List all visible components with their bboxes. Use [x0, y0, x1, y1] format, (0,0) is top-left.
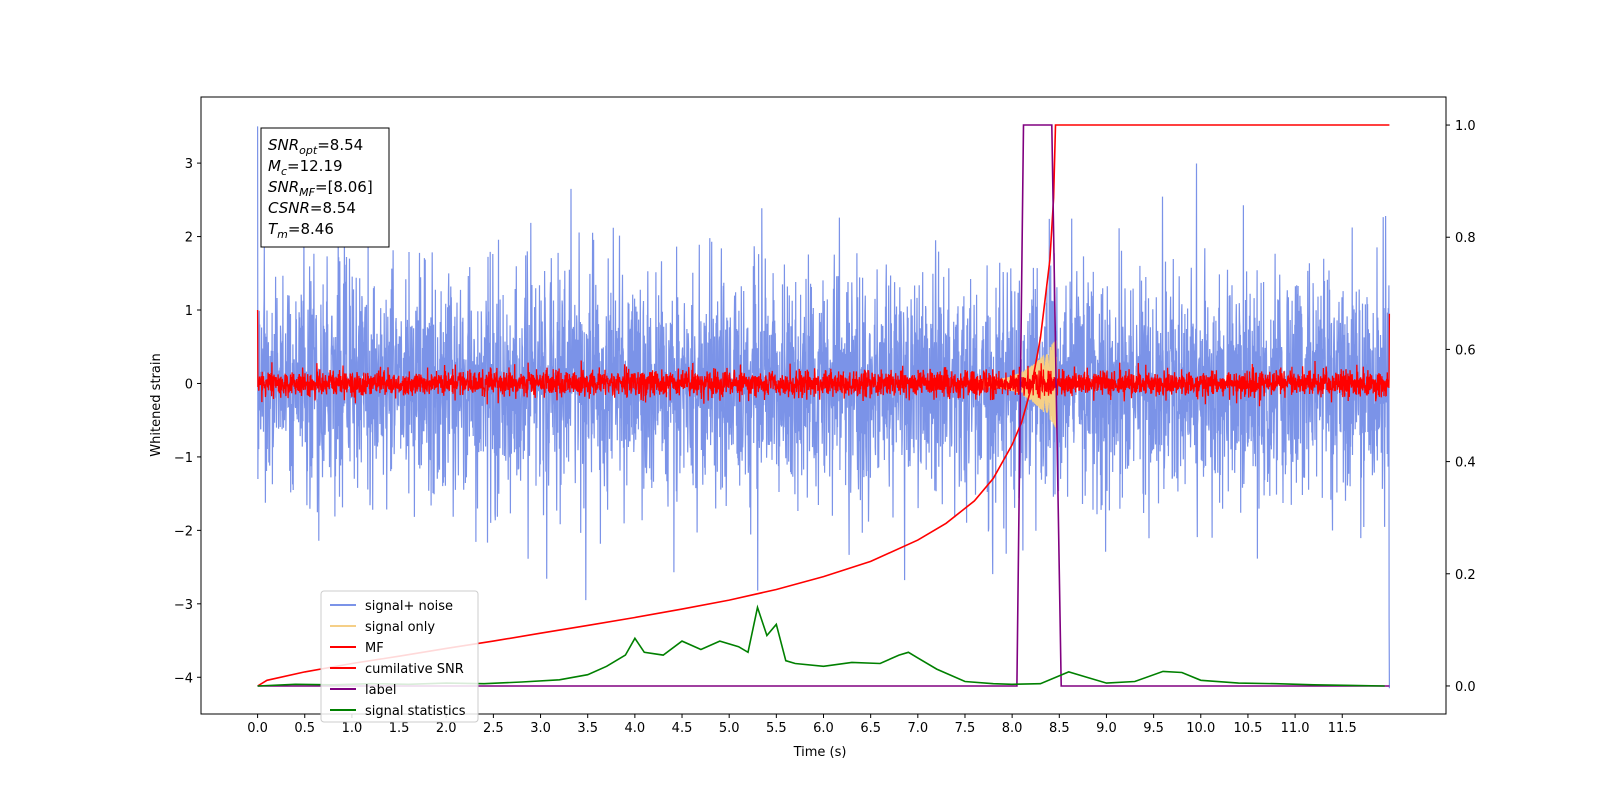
y-tick-label: −3 — [174, 598, 193, 613]
x-tick-label: 9.0 — [1096, 721, 1117, 736]
x-tick-label: 1.0 — [342, 721, 363, 736]
y2-tick-label: 0.6 — [1455, 343, 1476, 358]
legend-label-signal-only: signal only — [365, 620, 435, 635]
y-axis-label: Whitened strain — [149, 353, 164, 456]
x-tick-label: 2.0 — [436, 721, 457, 736]
y-tick-label: −1 — [174, 451, 193, 466]
y-tick-label: −2 — [174, 524, 193, 539]
x-tick-label: 4.5 — [672, 721, 693, 736]
x-tick-label: 0.5 — [294, 721, 315, 736]
x-tick-label: 1.5 — [389, 721, 410, 736]
y2-tick-label: 0.8 — [1455, 231, 1476, 246]
legend-label-signal-statistics: signal statistics — [365, 704, 466, 719]
x-tick-label: 3.0 — [530, 721, 551, 736]
legend: signal+ noise signal only MF cumilative SNR… — [320, 590, 479, 723]
x-tick-label: 11.0 — [1281, 721, 1310, 736]
x-tick-label: 10.0 — [1186, 721, 1215, 736]
x-tick-label: 7.0 — [907, 721, 928, 736]
x-tick-label: 6.0 — [813, 721, 834, 736]
series-label-line — [257, 124, 1390, 687]
x-axis-label: Time (s) — [793, 745, 847, 760]
y-tick-label: 1 — [185, 304, 193, 319]
legend-label-mf: MF — [365, 641, 384, 656]
y2-tick-label: 0.2 — [1455, 568, 1476, 583]
annotation-line: Tm=8.46 — [268, 220, 334, 241]
y2-tick-label: 1.0 — [1455, 119, 1476, 134]
annotation-line: SNRMF=[8.06] — [268, 178, 373, 199]
y2-axis: 1.0 0.8 0.6 0.4 0.2 0.0 — [1446, 119, 1476, 695]
y2-tick-label: 0.4 — [1455, 456, 1476, 471]
y-tick-label: 3 — [185, 157, 193, 172]
y-tick-label: 0 — [185, 377, 193, 392]
x-tick-label: 2.5 — [483, 721, 504, 736]
y-tick-label: 2 — [185, 231, 193, 246]
y-axis: 3 2 1 0 −1 −2 −3 −4 — [174, 157, 201, 686]
legend-frame — [320, 590, 479, 723]
x-tick-label: 6.5 — [860, 721, 881, 736]
y2-tick-label: 0.0 — [1455, 680, 1476, 695]
x-tick-label: 9.5 — [1143, 721, 1164, 736]
x-axis: 0.0 0.5 1.0 1.5 2.0 2.5 3.0 3.5 4.0 4.5 5.0 5.5 6.0 6… — [247, 714, 1357, 736]
legend-label-signal-noise: signal+ noise — [365, 599, 453, 614]
series-mf-line — [256, 309, 1391, 407]
y-tick-label: −4 — [174, 671, 193, 686]
x-tick-label: 4.0 — [625, 721, 646, 736]
x-tick-label: 5.5 — [766, 721, 787, 736]
legend-label-label: label — [365, 683, 396, 698]
annotation-line: SNRopt=8.54 — [268, 136, 363, 157]
series-signal-statistics-line — [257, 604, 1385, 687]
x-tick-label: 8.0 — [1002, 721, 1023, 736]
x-tick-label: 0.0 — [247, 721, 268, 736]
x-tick-label: 8.5 — [1049, 721, 1070, 736]
x-tick-label: 11.5 — [1328, 721, 1357, 736]
annotation-box: SNRopt=8.54Mc=12.19SNRMF=[8.06]CSNR=8.54… — [260, 127, 390, 248]
x-tick-label: 10.5 — [1233, 721, 1262, 736]
series-signal-noise-line — [257, 126, 1390, 689]
x-tick-label: 7.5 — [955, 721, 976, 736]
annotation-line: Mc=12.19 — [268, 157, 343, 178]
annotation-frame — [260, 127, 390, 248]
annotation-line: CSNR=8.54 — [268, 199, 356, 217]
legend-label-cumilative-snr: cumilative SNR — [365, 662, 464, 677]
x-tick-label: 3.5 — [577, 721, 598, 736]
x-tick-label: 5.0 — [719, 721, 740, 736]
